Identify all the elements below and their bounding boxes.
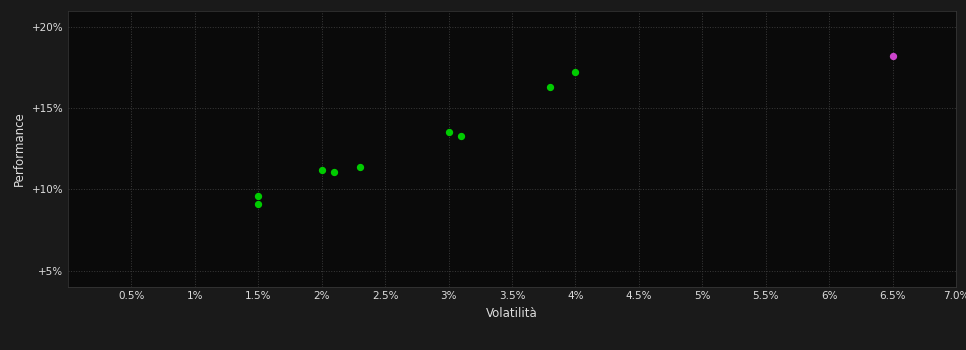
Point: [568, 70, 583, 75]
Point: [250, 193, 266, 199]
Point: [327, 169, 342, 174]
Point: [440, 130, 456, 135]
Point: [250, 201, 266, 207]
Y-axis label: Performance: Performance: [14, 111, 26, 186]
Point: [352, 164, 367, 169]
Point: [453, 133, 469, 139]
Point: [314, 167, 329, 173]
X-axis label: Volatilità: Volatilità: [486, 307, 538, 320]
Point: [885, 53, 900, 59]
Point: [542, 84, 557, 90]
